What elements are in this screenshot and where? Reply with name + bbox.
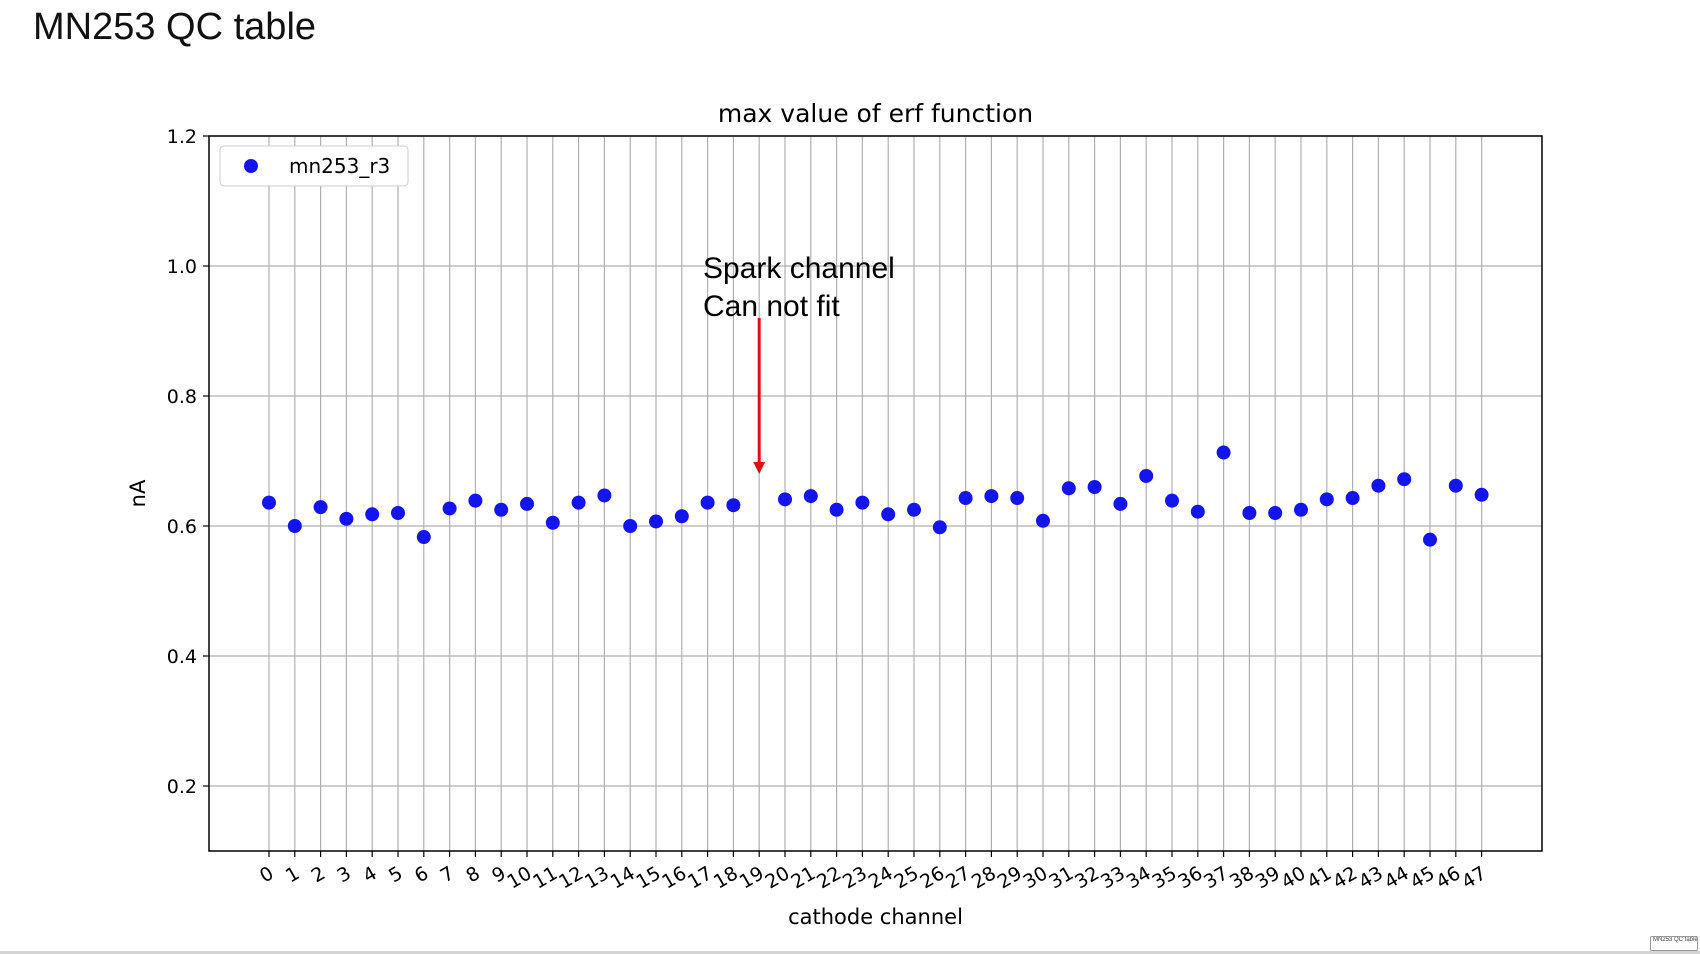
data-point: [649, 514, 663, 529]
y-axis-ticks: 0.2 0.4 0.6 0.8 1.0 1.2: [167, 126, 209, 798]
x-tick-label: 0: [256, 862, 277, 887]
x-tick-label: 5: [385, 862, 406, 887]
data-point: [726, 498, 741, 513]
slide-thumbnail[interactable]: MN253 QC table: [1650, 936, 1698, 951]
data-point: [1397, 472, 1412, 487]
annotation-line-2: Can not fit: [703, 290, 840, 323]
data-point: [803, 489, 818, 504]
data-point: [365, 507, 380, 522]
data-point: [1294, 502, 1308, 517]
legend-entry: mn253_r3: [289, 154, 390, 178]
data-point: [571, 495, 586, 510]
data-point: [1319, 492, 1334, 507]
data-point: [597, 488, 612, 503]
x-tick-label: 3: [333, 862, 354, 887]
data-point: [881, 507, 896, 522]
data-point: [494, 502, 509, 517]
data-point: [1010, 491, 1025, 506]
chart-title: max value of erf function: [718, 99, 1033, 128]
plot-frame: [208, 135, 1543, 852]
x-tick-label: 1: [282, 862, 303, 887]
grid-lines: [209, 135, 1542, 851]
x-tick-label: 7: [437, 862, 458, 887]
x-tick-label: 47: [1458, 862, 1490, 893]
legend-box: [219, 145, 409, 187]
y-tick-label: 0.6: [167, 516, 197, 538]
slide-title: MN253 QC table: [33, 6, 317, 48]
legend: mn253_r3: [219, 145, 409, 187]
y-tick-label: 0.8: [167, 386, 197, 408]
data-point: [1371, 478, 1386, 493]
data-point: [287, 519, 302, 533]
x-axis-label: cathode channel: [788, 905, 963, 929]
x-tick-label: 4: [359, 862, 380, 887]
data-point: [674, 509, 689, 524]
data-point: [1165, 493, 1179, 508]
data-point: [1113, 496, 1128, 511]
data-point: [1474, 487, 1489, 502]
data-points: [262, 445, 1489, 547]
data-point: [1216, 445, 1231, 460]
data-point: [313, 500, 328, 515]
y-tick-label: 0.2: [167, 776, 197, 798]
data-point: [339, 511, 354, 526]
data-point: [468, 493, 483, 508]
data-point: [1345, 491, 1360, 506]
data-point: [907, 502, 921, 517]
data-point: [984, 489, 999, 504]
data-point: [1139, 468, 1154, 483]
data-point: [778, 492, 792, 507]
data-point: [932, 520, 947, 535]
data-point: [1448, 478, 1463, 493]
data-point: [623, 519, 638, 533]
data-point: [1242, 506, 1257, 520]
data-point: [829, 502, 844, 517]
data-point: [545, 515, 560, 530]
data-point: [1190, 504, 1205, 519]
data-point: [391, 506, 405, 520]
bottom-edge: [0, 951, 1700, 954]
data-point: [416, 530, 431, 545]
data-point: [855, 495, 870, 510]
y-tick-label: 1.2: [167, 126, 197, 148]
legend-marker: [244, 159, 258, 173]
x-tick-label: 6: [411, 862, 432, 887]
data-point: [1087, 480, 1102, 494]
x-axis-ticks: 0 1 2 3 4 5 6 7 8 9101112131415161718192021222324…: [256, 851, 1490, 893]
data-point: [520, 496, 534, 511]
y-axis-label: nA: [126, 479, 150, 507]
data-point: [700, 495, 715, 510]
x-tick-label: 8: [462, 862, 483, 887]
data-point: [958, 491, 973, 506]
annotation-arrow-head: [753, 462, 766, 474]
y-tick-label: 1.0: [167, 256, 197, 278]
spark-channel-annotation: Spark channel Can not fit: [703, 252, 895, 474]
x-tick-label: 2: [308, 862, 329, 887]
data-point: [1423, 532, 1437, 547]
annotation-line-1: Spark channel: [703, 252, 895, 285]
data-point: [1268, 506, 1283, 520]
data-point: [1061, 481, 1076, 496]
data-point: [262, 495, 276, 510]
y-tick-label: 0.4: [167, 646, 197, 668]
data-point: [1036, 513, 1050, 528]
data-point: [442, 501, 457, 516]
